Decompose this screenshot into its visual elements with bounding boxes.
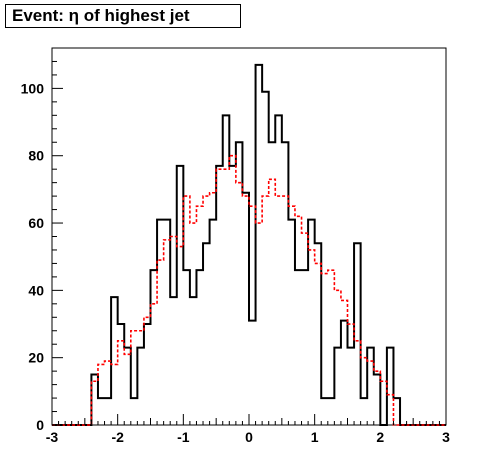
x-tick-label: -2 <box>111 429 124 445</box>
y-tick-label: 20 <box>28 350 44 366</box>
x-tick-label: -3 <box>46 429 59 445</box>
y-tick-label: 40 <box>28 282 44 298</box>
x-tick-label: 3 <box>442 429 450 445</box>
y-tick-label: 100 <box>21 80 45 96</box>
series-0-line <box>52 63 446 426</box>
y-tick-label: 80 <box>28 148 44 164</box>
series-1-line <box>52 154 446 426</box>
series-layer <box>52 63 446 426</box>
x-tick-label: -1 <box>177 429 190 445</box>
y-tick-label: 60 <box>28 215 44 231</box>
y-tick-label: 0 <box>36 417 44 433</box>
x-tick-label: 0 <box>245 429 253 445</box>
x-tick-label: 1 <box>311 429 319 445</box>
chart-title: Event: η of highest jet <box>5 4 241 28</box>
x-tick-label: 2 <box>376 429 384 445</box>
axis-layer: -3 -2 -1 0 1 2 3 0 20 40 60 80 100 <box>21 47 450 445</box>
